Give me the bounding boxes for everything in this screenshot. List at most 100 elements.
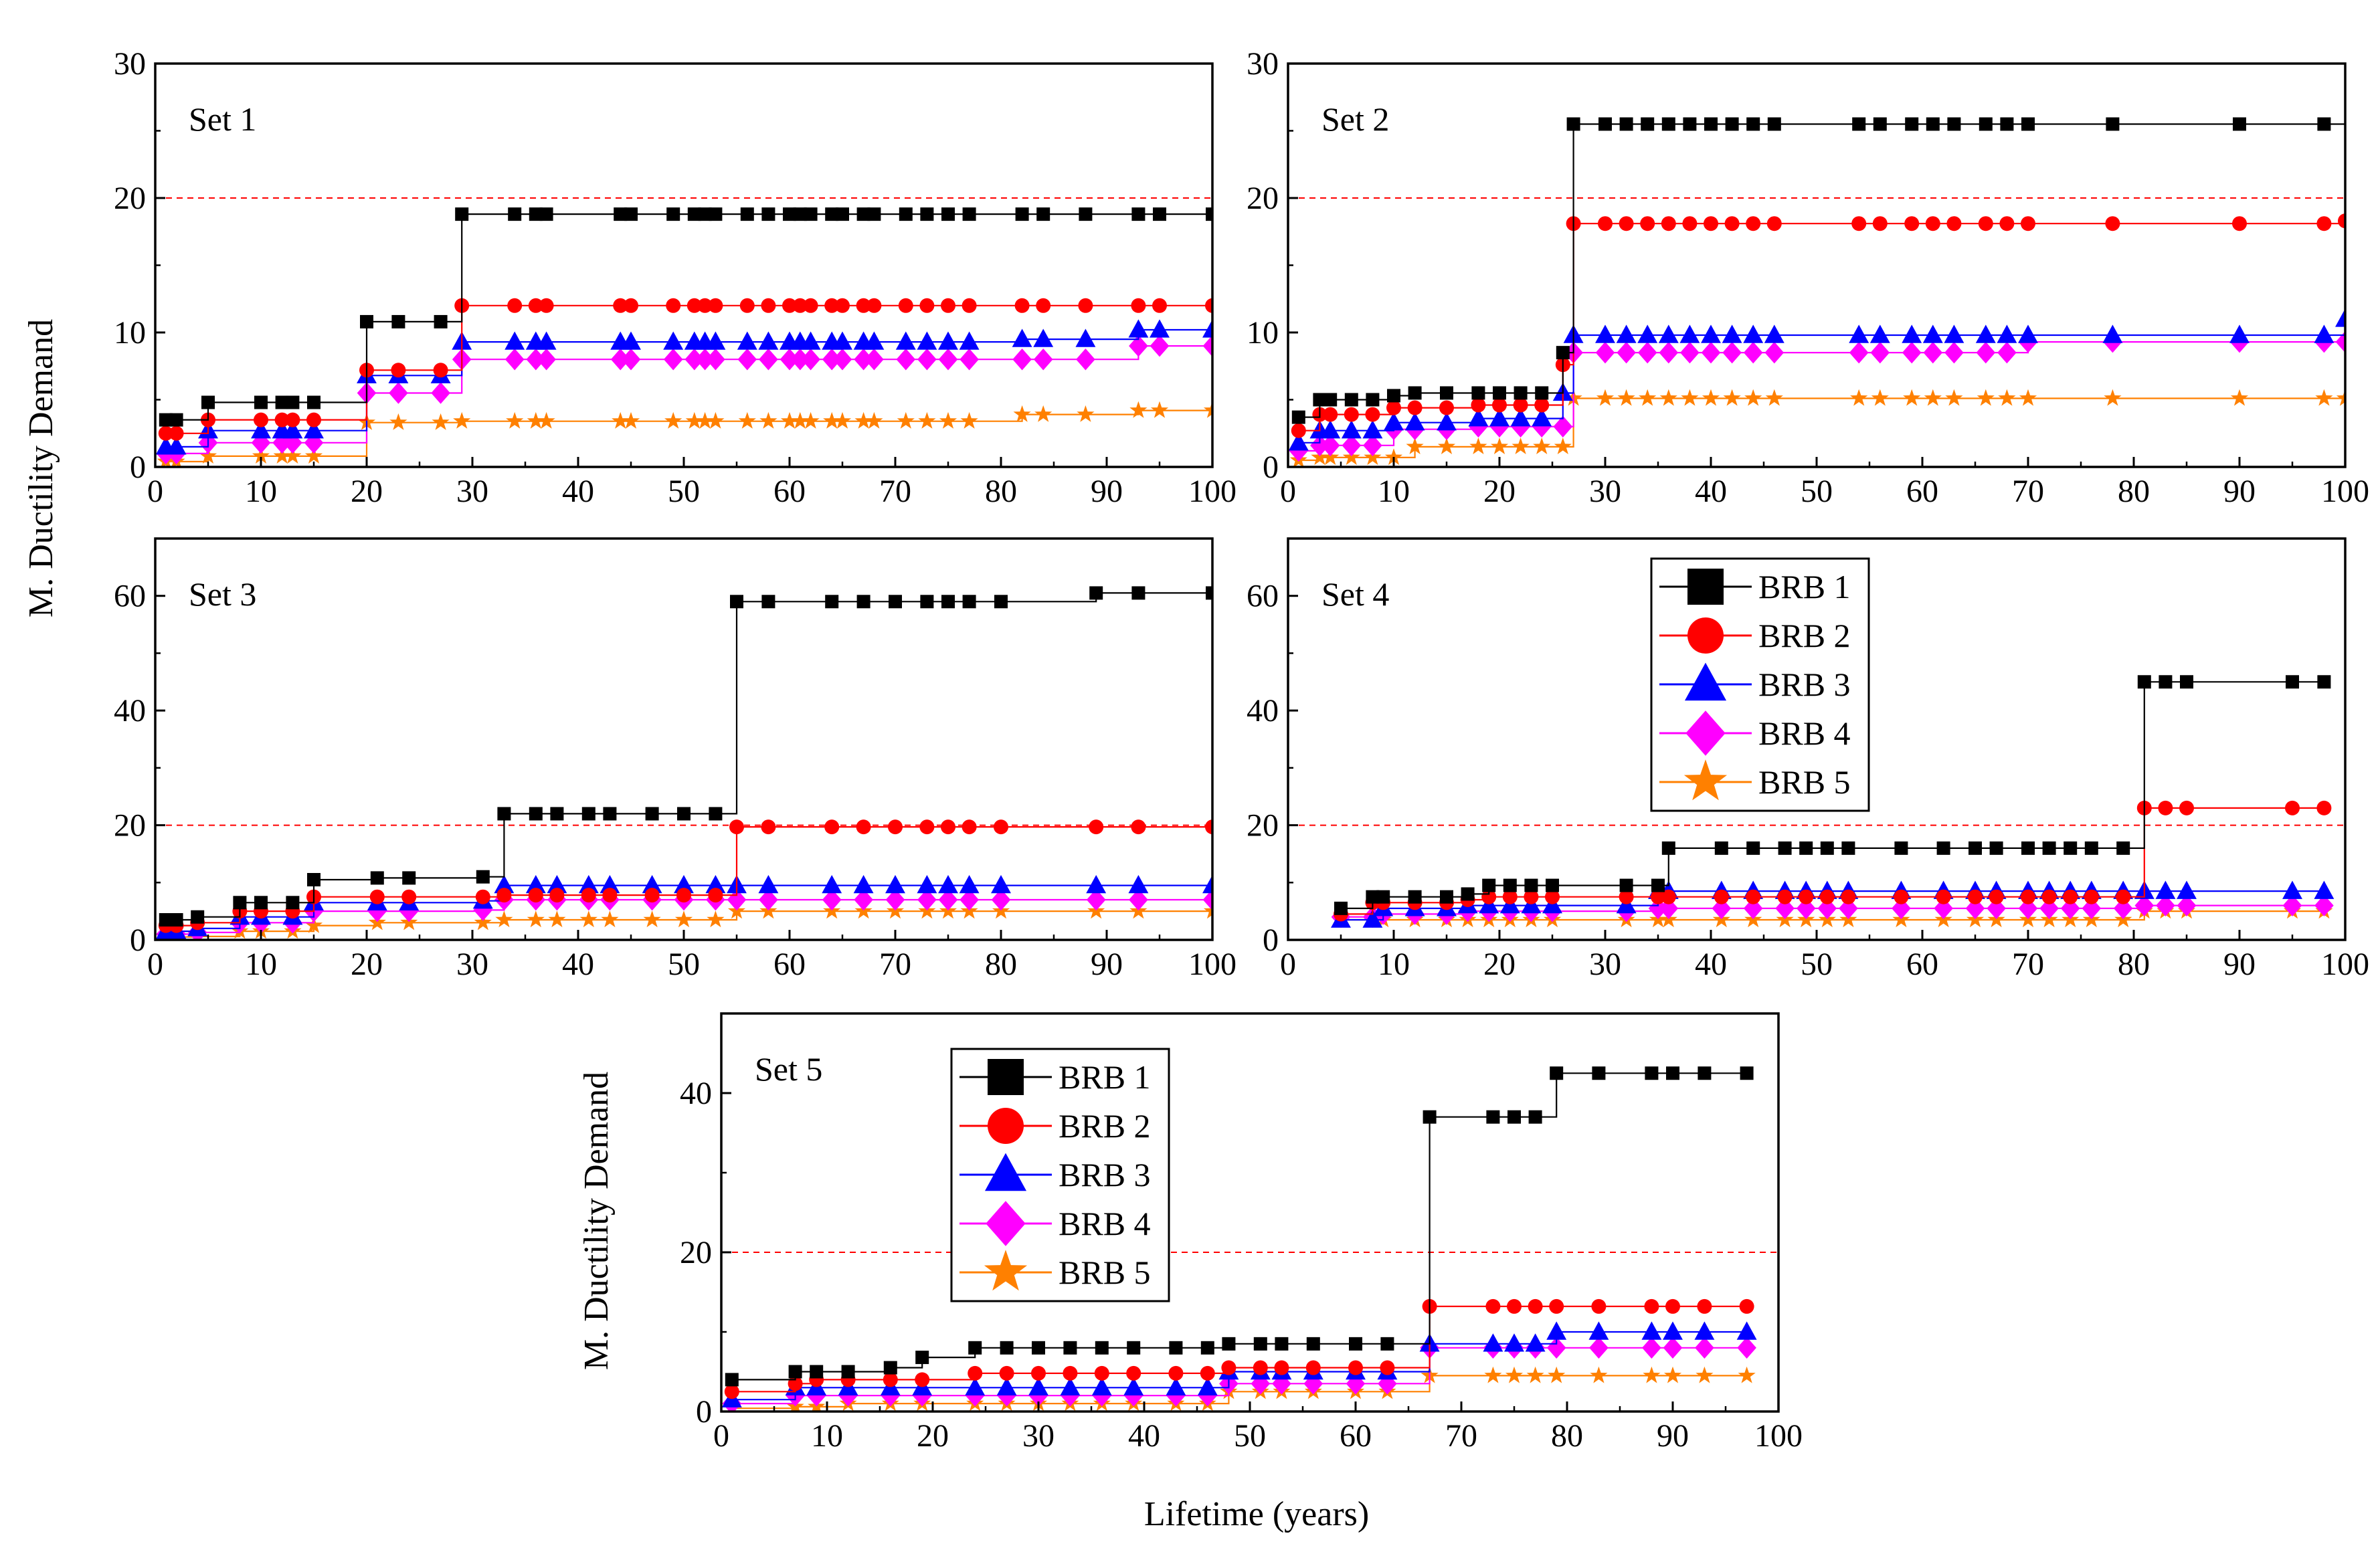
data-point [864,331,885,350]
x-tick-label: 90 [1091,947,1123,982]
data-point [1904,216,1920,231]
data-point [822,888,842,911]
data-point [169,913,183,927]
data-point [1923,341,1943,364]
data-point [2179,800,2194,815]
panel-label: Set 4 [1321,575,1389,613]
data-point [825,207,839,221]
x-tick-label: 50 [1801,947,1833,982]
data-point [1736,1321,1757,1340]
data-point [867,207,881,221]
data-point [832,331,852,350]
data-point [730,595,743,609]
data-point [1532,415,1552,437]
data-point [1535,386,1549,400]
data-point [1549,1298,1564,1314]
y-tick-label: 10 [114,315,146,351]
data-point [1775,897,1795,920]
data-point [1503,878,1517,892]
data-point [1694,1321,1715,1340]
legend-item: BRB 2 [959,1107,1151,1145]
data-point [918,411,936,429]
data-point [1850,389,1868,406]
x-tick-label: 40 [562,947,594,982]
data-point [889,595,902,609]
data-point [1598,117,1612,131]
data-point [1839,897,1858,920]
data-point [1697,1298,1712,1314]
data-point [1945,389,1963,406]
data-point [791,411,809,429]
x-tick-label: 40 [562,474,594,509]
data-point [724,1384,739,1399]
data-point [1313,393,1327,407]
data-point [1764,324,1784,343]
data-point [1682,216,1698,231]
data-point [1643,1366,1661,1383]
data-point [602,888,618,903]
data-point [431,382,450,404]
legend: BRB 1 BRB 2 BRB 3 BRB 4 BRB 5 [950,1048,1170,1302]
data-point [1596,389,1615,406]
data-point [1407,400,1423,415]
data-point [2018,324,2038,343]
data-point [1595,341,1615,364]
data-point [941,298,955,313]
data-point [1492,397,1507,413]
data-point [1616,324,1637,343]
data-point [1152,298,1167,313]
data-point [1651,878,1665,892]
x-tick-label: 50 [668,947,700,982]
data-point [823,411,841,429]
data-point [1661,841,1675,855]
data-point [505,348,525,371]
data-point [1166,1377,1186,1395]
data-point [1975,324,1996,343]
data-point [537,411,555,429]
data-point [2282,880,2302,899]
data-point [286,395,300,409]
x-tick-label: 100 [1188,947,1237,982]
data-point [2084,889,2099,904]
data-point [1469,437,1487,454]
data-point [2084,841,2098,855]
series-line [1298,318,2345,444]
data-point [1342,448,1360,466]
data-point [1012,328,1032,347]
data-point [1168,1365,1184,1381]
data-point [1526,1366,1544,1383]
legend-label: BRB 4 [1758,714,1851,752]
data-point [737,348,757,371]
data-point [539,207,553,221]
data-point [1126,1365,1141,1381]
data-point [1032,1341,1045,1355]
data-point [1288,432,1309,451]
data-point [1206,207,1212,221]
data-point [1000,1341,1014,1355]
data-point [1637,341,1657,364]
data-point [1363,434,1382,457]
y-tick-label: 20 [1247,181,1279,216]
data-point [549,888,565,903]
data-point [2317,675,2331,689]
data-point [1275,1337,1289,1351]
data-point [1976,341,1996,364]
data-point [526,348,546,371]
data-point [1150,319,1170,338]
data-point [529,207,543,221]
data-point [1639,389,1657,406]
data-point [1666,1066,1679,1080]
panel-2: 0 10 20 30 40 50 60 70 80 90 100 0 10 20 30 Set 2 [1247,46,2369,509]
x-tick-label: 60 [1340,1418,1372,1454]
data-point [1205,819,1212,835]
data-point [1922,324,1943,343]
data-point [474,913,492,931]
data-point [529,807,543,821]
data-point [2317,117,2331,131]
data-point [802,411,820,429]
data-point [1978,216,1993,231]
data-point [581,807,596,821]
data-point [1408,890,1422,904]
data-point [917,874,937,894]
